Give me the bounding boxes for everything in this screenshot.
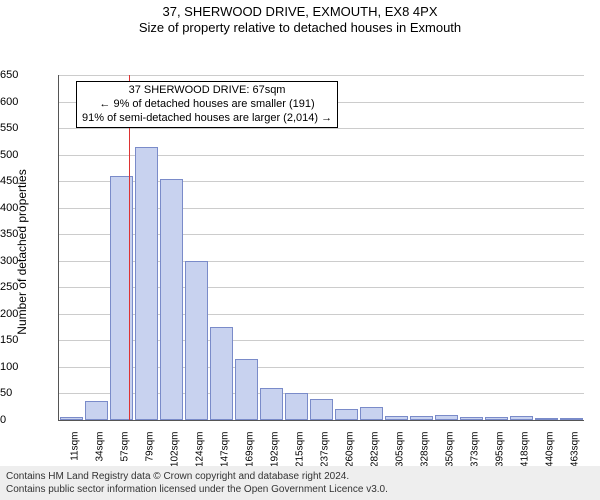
y-tick-labels: 050100150200250300350400450500550600650: [0, 75, 58, 420]
histogram-bar: [410, 416, 433, 420]
y-tick: 300: [0, 255, 54, 267]
y-tick: 250: [0, 281, 54, 293]
histogram-bar: [60, 417, 83, 420]
y-tick: 0: [0, 414, 54, 426]
histogram-bar: [435, 415, 458, 420]
y-tick: 600: [0, 96, 54, 108]
y-tick: 500: [0, 149, 54, 161]
footer-line-1: Contains HM Land Registry data © Crown c…: [6, 470, 594, 483]
histogram-bar: [560, 418, 583, 420]
y-tick: 450: [0, 175, 54, 187]
annotation-line: 91% of semi-detached houses are larger (…: [82, 112, 332, 126]
histogram-bar: [185, 261, 208, 420]
footer: Contains HM Land Registry data © Crown c…: [0, 466, 600, 500]
histogram-bar: [135, 147, 158, 420]
y-tick: 150: [0, 334, 54, 346]
histogram-bar: [360, 407, 383, 420]
annotation-box: 37 SHERWOOD DRIVE: 67sqm← 9% of detached…: [76, 81, 338, 128]
histogram-bar: [235, 359, 258, 420]
y-tick: 50: [0, 387, 54, 399]
histogram-bar: [310, 399, 333, 420]
y-tick: 550: [0, 122, 54, 134]
y-tick: 650: [0, 69, 54, 81]
page-title-1: 37, SHERWOOD DRIVE, EXMOUTH, EX8 4PX: [0, 0, 600, 19]
histogram-bar: [385, 416, 408, 420]
gridline: [59, 75, 584, 76]
histogram-bar: [510, 416, 533, 420]
footer-line-2: Contains public sector information licen…: [6, 483, 594, 496]
y-tick: 100: [0, 361, 54, 373]
histogram-bar: [85, 401, 108, 420]
annotation-line: ← 9% of detached houses are smaller (191…: [82, 98, 332, 112]
page-title-2: Size of property relative to detached ho…: [0, 19, 600, 35]
histogram-bar: [335, 409, 358, 420]
histogram-bar: [485, 417, 508, 420]
histogram-bar: [210, 327, 233, 420]
histogram-bar: [160, 179, 183, 421]
y-tick: 350: [0, 228, 54, 240]
histogram-bar: [460, 417, 483, 420]
histogram-bar: [260, 388, 283, 420]
y-tick: 200: [0, 308, 54, 320]
y-tick: 400: [0, 202, 54, 214]
histogram-bar: [535, 418, 558, 420]
annotation-line: 37 SHERWOOD DRIVE: 67sqm: [82, 84, 332, 98]
histogram-bar: [285, 393, 308, 420]
